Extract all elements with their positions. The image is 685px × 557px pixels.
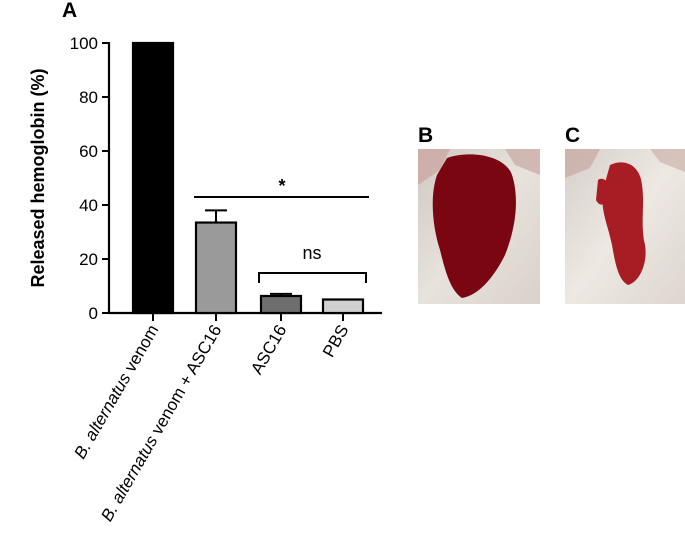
bar [194, 221, 238, 315]
photo-c [565, 149, 685, 304]
y-tick-label: 20 [79, 250, 98, 269]
y-axis-label: Released hemoglobin (%) [28, 68, 48, 287]
bar [131, 41, 175, 315]
category-label-text: ASC16 [247, 322, 290, 378]
category-label: B. alternatus venom + ASC16 [97, 322, 225, 525]
hemorrhage-patch [596, 178, 609, 205]
category-label-italic: B. alternatus [97, 432, 161, 525]
significance-star: * [278, 176, 285, 196]
ns-bracket [258, 272, 367, 283]
category-label: PBS [319, 322, 352, 361]
bars [131, 41, 365, 315]
category-label-text: venom [118, 322, 162, 380]
category-label-text: PBS [319, 322, 352, 361]
y-tick-label: 0 [89, 304, 98, 323]
y-tick-label: 60 [79, 142, 98, 161]
bar [321, 298, 365, 315]
significance-annotations: * ns [194, 176, 369, 283]
hemorrhage-area-b [432, 154, 516, 298]
panel-a-label: A [62, 0, 77, 22]
photo-b [418, 149, 540, 304]
ns-label: ns [302, 243, 321, 263]
y-tick-label: 40 [79, 196, 98, 215]
panel-c-label: C [565, 124, 580, 147]
bar [259, 294, 303, 315]
y-tick-label: 80 [79, 88, 98, 107]
category-label: ASC16 [247, 322, 290, 378]
category-label-italic: B. alternatus [70, 369, 134, 462]
y-ticks: 0 20 40 60 80 100 [70, 34, 109, 323]
y-tick-label: 100 [70, 34, 98, 53]
hemoglobin-bar-chart: Released hemoglobin (%) 0 20 40 60 80 100 B. … [28, 34, 382, 525]
hemorrhage-patch [602, 162, 646, 285]
panel-b-label: B [418, 124, 433, 147]
x-ticks [152, 313, 344, 321]
hemorrhage-area-c [596, 162, 646, 285]
